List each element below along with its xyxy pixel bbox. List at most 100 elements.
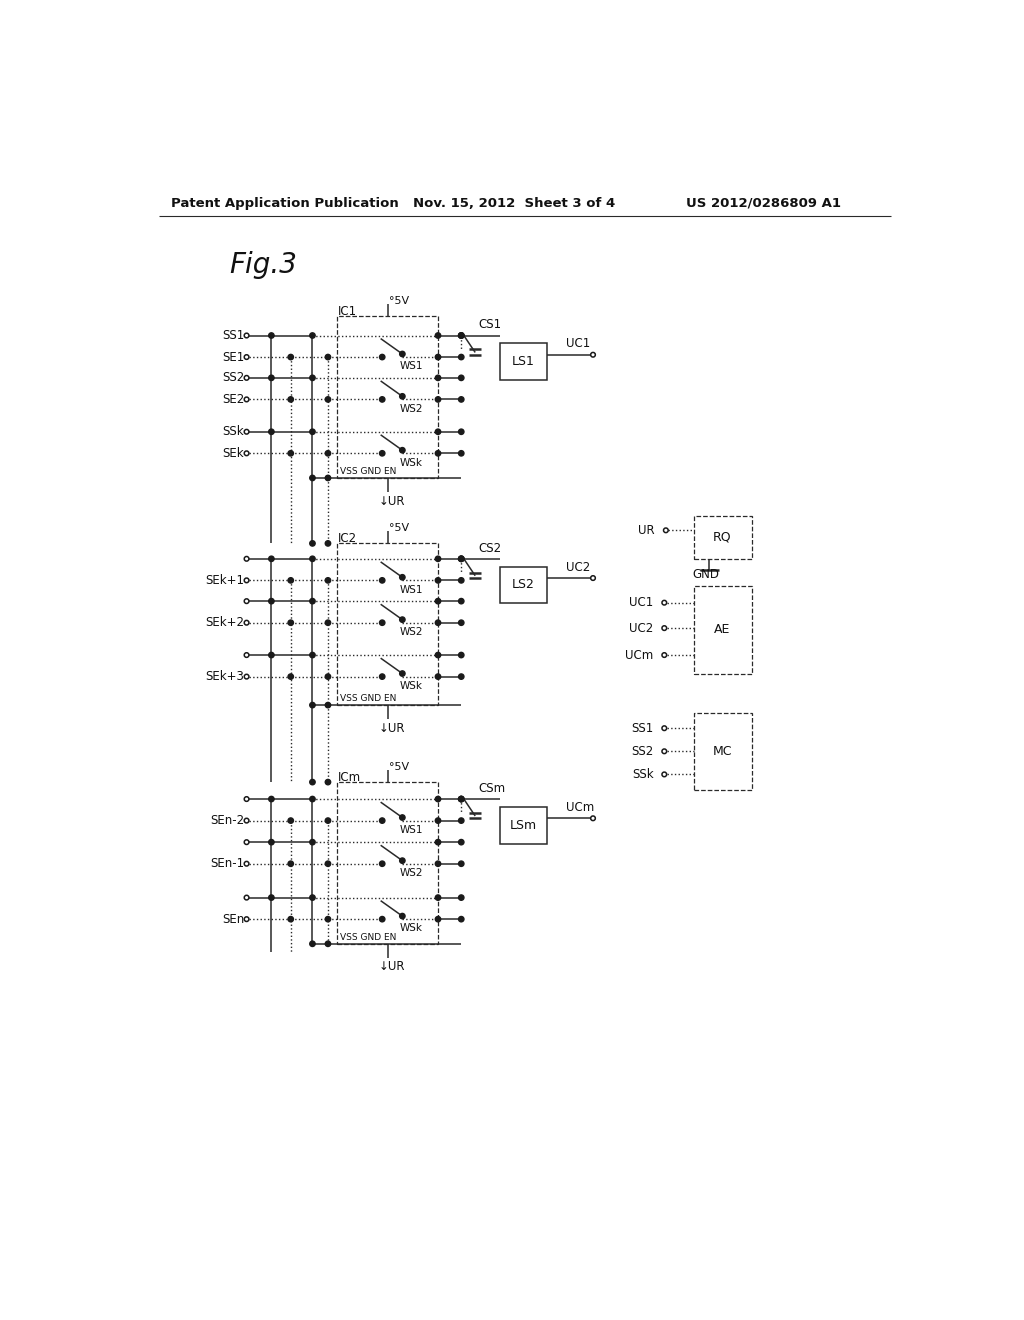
Text: RQ: RQ (713, 531, 732, 544)
Circle shape (435, 895, 440, 900)
Circle shape (268, 652, 274, 657)
Text: ↓UR: ↓UR (378, 722, 404, 735)
Circle shape (245, 333, 249, 338)
Circle shape (268, 895, 274, 900)
Circle shape (288, 861, 294, 866)
Text: UC1: UC1 (629, 597, 653, 610)
Text: SS2: SS2 (222, 371, 245, 384)
Circle shape (662, 772, 667, 776)
Bar (500, 343, 547, 380)
Circle shape (326, 475, 331, 480)
Circle shape (399, 447, 406, 453)
Circle shape (245, 429, 249, 434)
Text: SEk+3: SEk+3 (206, 671, 245, 684)
Circle shape (380, 450, 385, 455)
Bar (337, 317, 438, 478)
Text: UC1: UC1 (566, 338, 590, 351)
Circle shape (435, 429, 440, 434)
Circle shape (459, 620, 464, 626)
Text: UCm: UCm (566, 801, 594, 814)
Circle shape (459, 397, 464, 403)
Text: ICm: ICm (338, 771, 361, 784)
Circle shape (245, 675, 249, 678)
Circle shape (326, 354, 331, 360)
Circle shape (268, 375, 274, 380)
Circle shape (459, 796, 464, 801)
Circle shape (309, 840, 315, 845)
Circle shape (399, 351, 406, 356)
Circle shape (459, 861, 464, 866)
Circle shape (435, 450, 440, 455)
Circle shape (380, 916, 385, 921)
Circle shape (459, 578, 464, 583)
Circle shape (326, 916, 331, 921)
Circle shape (662, 726, 667, 730)
Circle shape (326, 620, 331, 626)
Circle shape (435, 916, 440, 921)
Circle shape (380, 818, 385, 824)
Text: CS1: CS1 (478, 318, 502, 331)
Circle shape (399, 814, 406, 820)
Circle shape (399, 671, 406, 676)
Circle shape (245, 917, 249, 921)
Text: SE1: SE1 (222, 351, 245, 363)
Text: °5V: °5V (389, 296, 410, 306)
Circle shape (245, 376, 249, 380)
Text: WS2: WS2 (399, 627, 423, 638)
Circle shape (288, 916, 294, 921)
Circle shape (326, 541, 331, 546)
Circle shape (309, 702, 315, 708)
Text: UC2: UC2 (629, 622, 653, 635)
Circle shape (288, 818, 294, 824)
Circle shape (268, 429, 274, 434)
Circle shape (245, 557, 249, 561)
Circle shape (326, 941, 331, 946)
Text: °5V: °5V (389, 762, 410, 772)
Circle shape (662, 653, 667, 657)
Circle shape (268, 333, 274, 338)
Text: °5V: °5V (389, 523, 410, 533)
Circle shape (288, 397, 294, 403)
Text: WS1: WS1 (399, 362, 423, 371)
Circle shape (435, 598, 440, 603)
Text: UCm: UCm (626, 648, 653, 661)
Circle shape (288, 620, 294, 626)
Text: VSS GND EN: VSS GND EN (340, 694, 396, 704)
Text: CS2: CS2 (478, 541, 502, 554)
Circle shape (435, 354, 440, 360)
Circle shape (591, 576, 595, 581)
Circle shape (380, 578, 385, 583)
Bar (693, 713, 752, 789)
Circle shape (326, 397, 331, 403)
Circle shape (326, 818, 331, 824)
Circle shape (245, 895, 249, 900)
Text: SS1: SS1 (631, 722, 653, 735)
Circle shape (326, 861, 331, 866)
Circle shape (662, 601, 667, 605)
Text: WSk: WSk (399, 924, 422, 933)
Circle shape (459, 333, 464, 338)
Circle shape (326, 450, 331, 455)
Text: Fig.3: Fig.3 (228, 251, 297, 279)
Text: SS2: SS2 (631, 744, 653, 758)
Circle shape (268, 796, 274, 801)
Circle shape (309, 556, 315, 561)
Text: Patent Application Publication: Patent Application Publication (171, 197, 398, 210)
Circle shape (435, 333, 440, 338)
Circle shape (459, 598, 464, 603)
Circle shape (459, 796, 464, 801)
Bar (693, 516, 752, 558)
Text: SE2: SE2 (222, 393, 245, 407)
Text: WS1: WS1 (399, 825, 423, 834)
Bar (337, 544, 438, 705)
Circle shape (459, 556, 464, 561)
Text: SEk: SEk (222, 446, 245, 459)
Text: LS1: LS1 (512, 355, 535, 368)
Text: MC: MC (713, 744, 732, 758)
Circle shape (399, 616, 406, 622)
Circle shape (288, 450, 294, 455)
Circle shape (309, 895, 315, 900)
Circle shape (435, 652, 440, 657)
Text: AE: AE (714, 623, 730, 636)
Circle shape (435, 675, 440, 680)
